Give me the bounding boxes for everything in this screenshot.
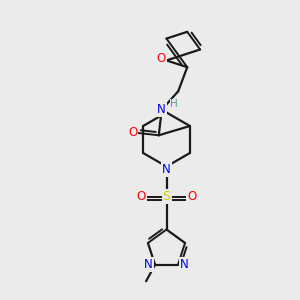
Text: O: O bbox=[156, 52, 166, 65]
Text: N: N bbox=[144, 258, 153, 271]
Text: O: O bbox=[128, 126, 137, 139]
Text: S: S bbox=[163, 190, 170, 203]
Text: N: N bbox=[158, 103, 166, 116]
Text: O: O bbox=[188, 190, 196, 203]
Text: H: H bbox=[170, 99, 178, 110]
Text: N: N bbox=[162, 163, 171, 176]
Text: O: O bbox=[136, 190, 146, 203]
Text: N: N bbox=[180, 258, 189, 271]
